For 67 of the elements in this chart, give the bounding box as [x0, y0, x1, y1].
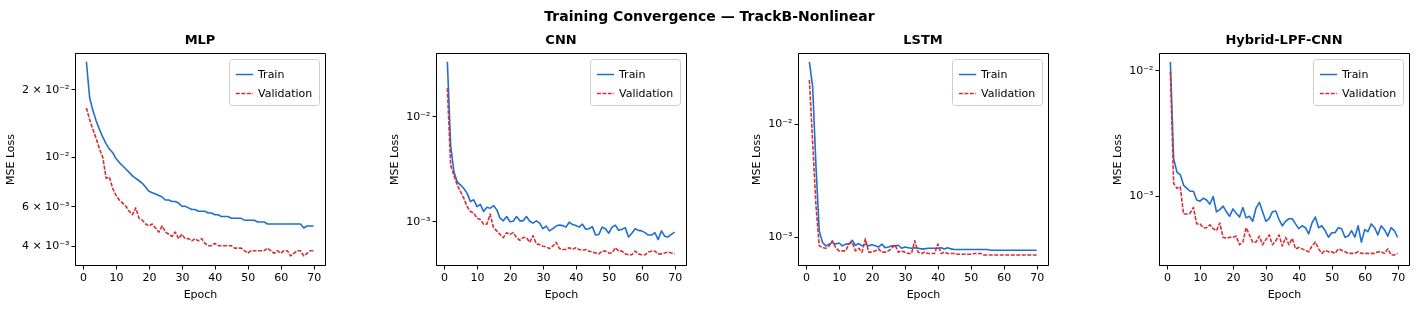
y-tick-label: 10⁻² — [406, 109, 431, 123]
line-series — [446, 87, 676, 256]
x-tick-label: 70 — [668, 270, 683, 284]
x-tick-label: 70 — [1029, 270, 1044, 284]
x-tick-label: 50 — [602, 270, 617, 284]
x-tick-label: 60 — [635, 270, 650, 284]
x-tick-label: 0 — [441, 270, 449, 284]
x-tick-label: 70 — [307, 270, 322, 284]
x-axis-title: Epoch — [906, 287, 941, 301]
line-series — [85, 60, 315, 229]
x-tick-label: 50 — [241, 270, 256, 284]
x-tick-label: 60 — [274, 270, 289, 284]
x-tick-label: 30 — [536, 270, 551, 284]
x-tick-label: 50 — [963, 270, 978, 284]
legend-label: Validation — [1341, 86, 1397, 100]
x-tick-label: 60 — [996, 270, 1011, 284]
x-axis-title: Epoch — [544, 287, 579, 301]
x-tick-label: 40 — [930, 270, 945, 284]
y-tick-label: 10⁻² — [767, 117, 793, 131]
y-tick-label: 4 × 10⁻³ — [22, 239, 70, 253]
x-tick-label: 10 — [109, 270, 124, 284]
x-tick-label: 30 — [175, 270, 190, 284]
x-tick-label: 50 — [1325, 270, 1340, 284]
x-tick-label: 40 — [569, 270, 584, 284]
x-tick-label: 10 — [470, 270, 485, 284]
x-axis-title: Epoch — [1267, 287, 1302, 301]
chart-title: CNN — [545, 32, 577, 47]
x-tick-label: 40 — [208, 270, 223, 284]
x-tick-label: 0 — [802, 270, 810, 284]
chart-title: Hybrid-LPF-CNN — [1225, 32, 1343, 47]
legend-label: Train — [1340, 67, 1369, 81]
y-tick-label: 10⁻² — [1129, 63, 1154, 77]
chart-title: MLP — [184, 32, 216, 47]
legend-label: Validation — [980, 86, 1035, 100]
x-tick-label: 10 — [832, 270, 847, 284]
legend-label: Validation — [619, 86, 674, 100]
y-tick-label: 10⁻³ — [767, 230, 793, 244]
x-axis-title: Epoch — [183, 287, 218, 301]
line-series — [446, 61, 676, 241]
x-tick-label: 30 — [898, 270, 913, 284]
x-tick-label: 0 — [80, 270, 88, 284]
legend-label: Validation — [258, 86, 313, 100]
y-axis-title: MSE Loss — [749, 133, 763, 186]
x-tick-label: 60 — [1358, 270, 1373, 284]
y-axis-title: MSE Loss — [4, 133, 18, 186]
x-tick-label: 70 — [1391, 270, 1406, 284]
x-tick-label: 20 — [1226, 270, 1241, 284]
y-axis-title: MSE Loss — [1111, 133, 1125, 186]
x-tick-label: 0 — [1164, 270, 1172, 284]
text: Training Convergence — TrackB-Nonlinear — [543, 7, 876, 26]
x-tick-label: 10 — [1193, 270, 1208, 284]
x-tick-label: 20 — [865, 270, 880, 284]
y-axis-title: MSE Loss — [388, 133, 402, 186]
y-tick-label: 10⁻³ — [406, 214, 431, 228]
y-tick-label: 2 × 10⁻² — [22, 82, 70, 96]
x-tick-label: 20 — [503, 270, 518, 284]
x-tick-label: 20 — [142, 270, 157, 284]
chart-title: LSTM — [902, 32, 943, 47]
y-tick-label: 6 × 10⁻³ — [22, 199, 70, 213]
y-tick-label: 10⁻³ — [1129, 189, 1154, 203]
legend-label: Train — [979, 67, 1008, 81]
legend-label: Train — [618, 67, 646, 81]
legend-label: Train — [257, 67, 285, 81]
line-series — [85, 107, 315, 257]
x-tick-label: 40 — [1292, 270, 1307, 284]
x-tick-label: 30 — [1259, 270, 1274, 284]
y-tick-label: 10⁻² — [45, 150, 70, 164]
